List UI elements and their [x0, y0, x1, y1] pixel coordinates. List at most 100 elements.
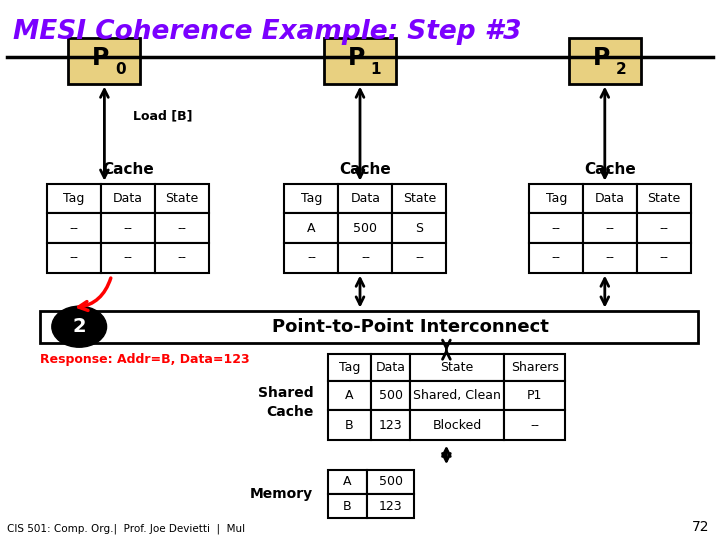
Text: --: -- — [552, 221, 561, 235]
Text: --: -- — [530, 418, 539, 432]
Text: Tag: Tag — [63, 192, 84, 205]
Text: State: State — [165, 192, 199, 205]
Bar — [410, 410, 504, 440]
Text: Memory: Memory — [250, 487, 313, 501]
Bar — [101, 184, 155, 213]
Bar — [410, 354, 504, 381]
Text: --: -- — [307, 251, 316, 265]
Bar — [371, 354, 410, 381]
Bar — [328, 354, 371, 381]
FancyBboxPatch shape — [68, 38, 140, 84]
Bar — [328, 494, 367, 518]
Text: 500: 500 — [354, 221, 377, 235]
Text: Shared
Cache: Shared Cache — [258, 386, 313, 418]
Text: 72: 72 — [692, 519, 709, 534]
Bar — [529, 213, 583, 243]
Text: Data: Data — [376, 361, 405, 374]
Text: Load [B]: Load [B] — [133, 110, 193, 123]
Bar — [583, 184, 637, 213]
Bar — [338, 243, 392, 273]
Text: 2: 2 — [73, 317, 86, 336]
Bar — [410, 381, 504, 410]
Bar — [47, 184, 101, 213]
Text: 500: 500 — [379, 475, 402, 489]
Bar — [338, 213, 392, 243]
Text: --: -- — [660, 221, 669, 235]
Bar — [101, 213, 155, 243]
Text: --: -- — [123, 251, 132, 265]
Bar — [392, 213, 446, 243]
Bar — [583, 243, 637, 273]
Text: Tag: Tag — [301, 192, 322, 205]
Text: 0: 0 — [115, 63, 125, 77]
Bar — [529, 184, 583, 213]
Text: B: B — [345, 418, 354, 432]
Text: Shared, Clean: Shared, Clean — [413, 389, 501, 402]
Text: Blocked: Blocked — [433, 418, 482, 432]
Text: --: -- — [177, 221, 186, 235]
Text: State: State — [441, 361, 474, 374]
Circle shape — [52, 306, 107, 347]
Bar — [367, 470, 414, 494]
Text: A: A — [345, 389, 354, 402]
Bar — [367, 494, 414, 518]
Text: Data: Data — [113, 192, 143, 205]
Bar — [637, 213, 691, 243]
Bar — [284, 213, 338, 243]
Text: P1: P1 — [527, 389, 542, 402]
Text: B: B — [343, 500, 351, 513]
Text: --: -- — [69, 251, 78, 265]
Bar — [155, 243, 209, 273]
Bar — [392, 243, 446, 273]
Bar — [284, 184, 338, 213]
Text: P: P — [593, 46, 610, 70]
Text: S: S — [415, 221, 423, 235]
FancyBboxPatch shape — [324, 38, 396, 84]
Bar — [504, 381, 565, 410]
Bar — [40, 310, 698, 343]
Text: Data: Data — [351, 192, 380, 205]
Bar — [155, 213, 209, 243]
Bar — [47, 213, 101, 243]
Text: 1: 1 — [371, 63, 381, 77]
Bar — [284, 243, 338, 273]
Bar — [392, 184, 446, 213]
Bar — [583, 213, 637, 243]
Text: Tag: Tag — [546, 192, 567, 205]
Text: --: -- — [552, 251, 561, 265]
Text: Cache: Cache — [585, 162, 636, 177]
Text: Cache: Cache — [340, 162, 391, 177]
Text: 123: 123 — [379, 500, 402, 513]
Text: --: -- — [606, 251, 615, 265]
Text: State: State — [647, 192, 681, 205]
Bar — [504, 410, 565, 440]
Text: Cache: Cache — [102, 162, 153, 177]
Text: --: -- — [415, 251, 424, 265]
Bar — [328, 470, 367, 494]
Text: Sharers: Sharers — [510, 361, 559, 374]
Text: A: A — [307, 221, 315, 235]
Text: --: -- — [123, 221, 132, 235]
Text: Data: Data — [595, 192, 625, 205]
Bar — [529, 243, 583, 273]
Text: --: -- — [69, 221, 78, 235]
Text: MESI Coherence Example: Step #3: MESI Coherence Example: Step #3 — [13, 19, 521, 45]
Text: State: State — [402, 192, 436, 205]
Text: --: -- — [177, 251, 186, 265]
Text: P: P — [348, 46, 365, 70]
Text: --: -- — [361, 251, 370, 265]
Text: P: P — [92, 46, 109, 70]
Text: 500: 500 — [379, 389, 402, 402]
Bar — [637, 184, 691, 213]
FancyBboxPatch shape — [569, 38, 641, 84]
Bar — [371, 410, 410, 440]
Bar — [371, 381, 410, 410]
Bar — [101, 243, 155, 273]
Text: Tag: Tag — [338, 361, 360, 374]
Text: 2: 2 — [616, 63, 626, 77]
Bar — [328, 381, 371, 410]
Text: 123: 123 — [379, 418, 402, 432]
Bar — [155, 184, 209, 213]
Bar — [637, 243, 691, 273]
Bar — [328, 410, 371, 440]
